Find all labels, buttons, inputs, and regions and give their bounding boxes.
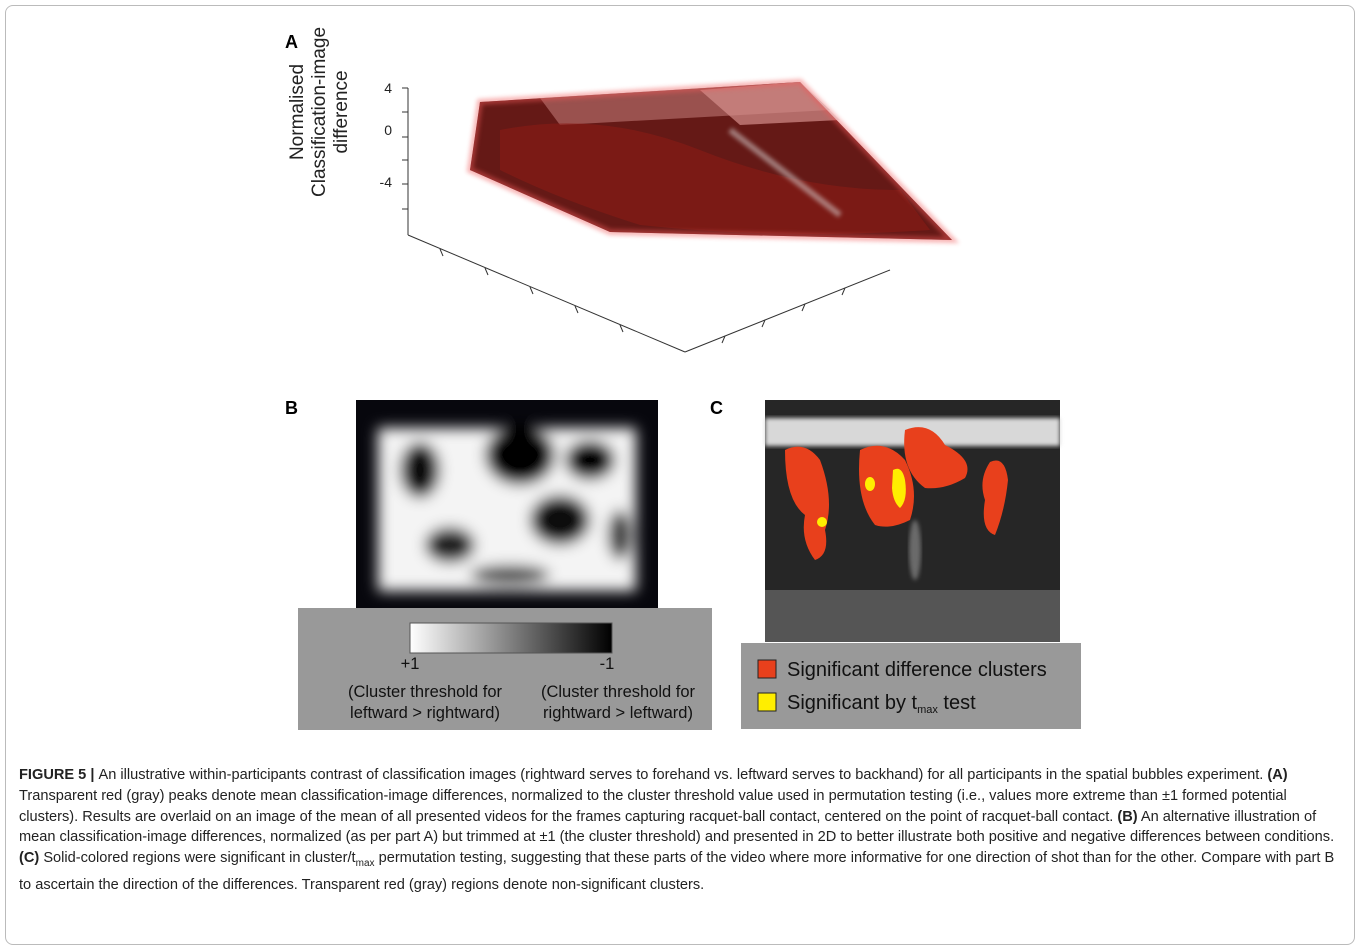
caption: FIGURE 5 | An illustrative within-partic… (19, 765, 1341, 896)
image-c-court (765, 590, 1060, 642)
caption-part: Solid-colored regions were significant i… (39, 850, 356, 867)
image-b-content (378, 425, 636, 591)
panel-label: A (285, 32, 298, 52)
legend-label: Significant by tmax test (787, 692, 976, 716)
caption-part: FIGURE 5 | (19, 767, 99, 783)
legend (741, 643, 1081, 729)
legend-swatch (757, 659, 777, 679)
caption-part: permutation testing, suggesting that the… (19, 850, 1335, 893)
caption-part: (B) (1117, 808, 1138, 825)
figure: A Normalised Classification-image differ… (285, 27, 1081, 730)
clusters (785, 427, 1008, 580)
colorbar-note: leftward > rightward) (350, 704, 500, 722)
caption-part: (C) (19, 850, 40, 867)
tick-label: 4 (384, 80, 392, 96)
colorbar-label: +1 (401, 655, 420, 673)
colorbar-label: -1 (600, 655, 615, 673)
colorbar-note: rightward > leftward) (543, 704, 693, 722)
caption-part: An illustrative within-participants cont… (98, 767, 1268, 783)
surface (466, 78, 960, 244)
tick-label: -4 (380, 174, 393, 190)
caption-part: Transparent red (gray) peaks denote mean… (19, 787, 1287, 825)
panel-label: C (710, 398, 723, 418)
figure-frame (5, 5, 1355, 945)
legend-swatch (757, 692, 777, 712)
tick-label: 0 (384, 122, 392, 138)
caption-part: An alternative illustration of mean clas… (19, 808, 1335, 846)
axis-label: difference (331, 70, 352, 153)
caption-part: (A) (1267, 767, 1288, 783)
axis-label: Normalised (287, 64, 308, 160)
axes-3d (402, 87, 891, 353)
caption-part: max (355, 858, 375, 870)
colorbar-note: (Cluster threshold for (348, 683, 503, 701)
colorbar-note: (Cluster threshold for (541, 683, 696, 701)
legend-label: Significant difference clusters (787, 659, 1047, 681)
colorbar (409, 622, 613, 654)
axis-label: Classification-image (309, 27, 330, 197)
panel-label: B (285, 398, 298, 418)
